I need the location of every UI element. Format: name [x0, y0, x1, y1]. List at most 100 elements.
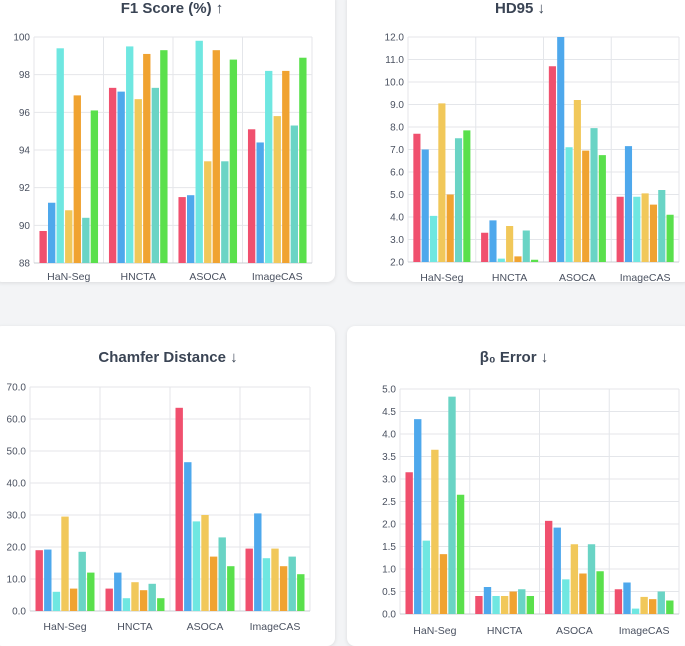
y-tick-label: 94 — [19, 146, 31, 157]
y-tick-label: 60.0 — [7, 415, 27, 426]
bar-asoca-series-2 — [553, 527, 561, 614]
bar-han-seg-series-1 — [35, 550, 43, 611]
x-category-label: HaN-Seg — [420, 272, 463, 284]
x-category-label: HaN-Seg — [43, 621, 86, 633]
y-tick-label: 10.0 — [385, 78, 405, 89]
chart-title: HD95 ↓ — [495, 0, 545, 17]
bar-han-seg-series-5 — [439, 554, 448, 614]
bar-han-seg-series-4 — [65, 210, 73, 263]
bar-hncta-series-7 — [526, 596, 535, 614]
x-category-label: ImageCAS — [620, 272, 671, 284]
bar-han-seg-series-5 — [446, 194, 454, 262]
bar-imagecas-series-5 — [649, 204, 658, 262]
x-category-label: ImageCAS — [252, 271, 303, 283]
bar-imagecas-series-4 — [273, 116, 281, 263]
bar-imagecas-series-2 — [254, 513, 262, 611]
bar-han-seg-series-6 — [82, 217, 90, 263]
y-tick-label: 5.0 — [382, 385, 396, 396]
bar-imagecas-series-5 — [279, 566, 288, 611]
y-tick-label: 4.0 — [382, 430, 396, 441]
bar-hncta-series-4 — [506, 226, 514, 262]
y-tick-label: 5.0 — [390, 190, 404, 201]
x-category-label: ASOCA — [187, 621, 224, 633]
chart-title: β₀ Error ↓ — [480, 349, 548, 366]
bar-asoca-series-3 — [192, 521, 201, 611]
y-tick-label: 30.0 — [7, 511, 27, 522]
y-tick-label: 70.0 — [7, 383, 27, 394]
y-tick-label: 0.0 — [382, 610, 396, 621]
bar-asoca-series-4 — [204, 161, 212, 263]
y-tick-label: 0.5 — [382, 587, 396, 598]
x-category-label: ImageCAS — [619, 625, 670, 637]
bar-hncta-series-1 — [108, 87, 117, 263]
bar-imagecas-series-4 — [640, 596, 648, 614]
x-category-label: ASOCA — [559, 272, 596, 284]
bar-han-seg-series-2 — [48, 202, 56, 263]
bar-asoca-series-6 — [218, 537, 226, 611]
bar-han-seg-series-6 — [78, 551, 86, 611]
bar-han-seg-series-5 — [69, 588, 78, 611]
y-tick-label: 9.0 — [390, 100, 404, 111]
x-category-label: ImageCAS — [250, 621, 301, 633]
bar-asoca-series-5 — [582, 150, 590, 262]
bar-asoca-series-1 — [178, 197, 186, 263]
bar-imagecas-series-6 — [658, 190, 666, 262]
y-tick-label: 20.0 — [7, 543, 27, 554]
y-tick-label: 3.0 — [390, 235, 404, 246]
bar-han-seg-series-2 — [421, 149, 429, 262]
bar-asoca-series-7 — [598, 155, 606, 262]
y-tick-label: 0.0 — [12, 607, 26, 618]
bar-imagecas-series-1 — [247, 129, 256, 263]
bar-hncta-series-5 — [139, 590, 148, 611]
chart-title: F1 Score (%) ↑ — [121, 0, 224, 17]
bar-imagecas-series-7 — [297, 574, 305, 611]
bar-asoca-series-3 — [562, 579, 570, 614]
bar-asoca-series-2 — [184, 462, 192, 611]
bar-imagecas-series-2 — [623, 582, 631, 614]
bar-imagecas-series-7 — [666, 214, 674, 262]
bar-han-seg-series-5 — [73, 95, 81, 263]
bar-hncta-series-3 — [492, 596, 500, 614]
bar-imagecas-series-2 — [256, 142, 264, 263]
bar-imagecas-series-4 — [271, 548, 279, 611]
y-tick-label: 1.0 — [382, 565, 396, 576]
bar-imagecas-series-5 — [282, 70, 290, 264]
bar-han-seg-series-1 — [413, 133, 421, 262]
y-tick-label: 50.0 — [7, 447, 27, 458]
bar-asoca-series-1 — [175, 407, 183, 611]
bar-imagecas-series-1 — [245, 548, 253, 611]
bar-han-seg-series-7 — [90, 110, 99, 263]
bar-asoca-series-5 — [209, 556, 218, 611]
bar-hncta-series-5 — [514, 256, 522, 262]
bar-hncta-series-7 — [160, 50, 168, 263]
bar-imagecas-series-1 — [614, 589, 623, 614]
y-tick-label: 7.0 — [390, 145, 404, 156]
bar-imagecas-series-2 — [624, 146, 633, 262]
y-tick-label: 10.0 — [7, 575, 27, 586]
bar-hncta-series-2 — [483, 587, 492, 614]
bar-imagecas-series-3 — [633, 196, 641, 262]
bar-han-seg-series-6 — [454, 138, 463, 262]
bar-imagecas-series-6 — [657, 591, 665, 614]
bar-hncta-series-7 — [157, 598, 165, 611]
y-tick-label: 2.5 — [382, 497, 396, 508]
bar-han-seg-series-6 — [448, 396, 456, 614]
bar-asoca-series-2 — [187, 195, 195, 263]
y-tick-label: 8.0 — [390, 123, 404, 134]
bar-asoca-series-7 — [227, 566, 235, 611]
bar-han-seg-series-4 — [61, 516, 69, 611]
bar-asoca-series-1 — [544, 520, 553, 614]
bar-imagecas-series-6 — [290, 125, 298, 264]
bar-asoca-series-5 — [212, 50, 220, 263]
bar-asoca-series-3 — [565, 147, 573, 262]
x-category-label: HNCTA — [492, 272, 527, 284]
bar-hncta-series-4 — [500, 596, 509, 614]
y-tick-label: 11.0 — [385, 55, 404, 66]
y-tick-label: 2.0 — [382, 520, 396, 531]
bar-han-seg-series-2 — [44, 549, 52, 611]
bar-asoca-series-1 — [548, 66, 556, 262]
y-tick-label: 1.5 — [382, 542, 396, 553]
bar-han-seg-series-4 — [431, 449, 439, 614]
bar-han-seg-series-3 — [56, 48, 64, 263]
